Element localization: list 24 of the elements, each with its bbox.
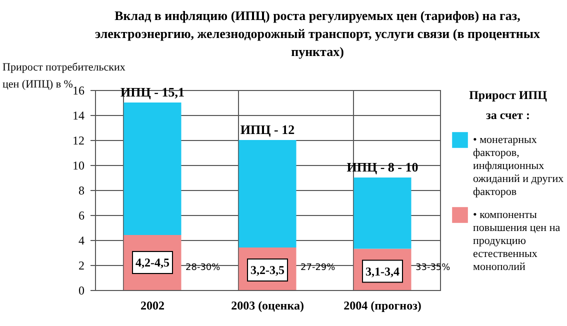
annotation: 3,1-3,4 [366, 264, 400, 278]
y-tick-label: 12 [72, 134, 84, 148]
chart-title: Вклад в инфляцию (ИПЦ) роста регулируемых цен (тарифов) на газ, электроэнергию, железнодорожный транспорт, услуги связи (в процентных пунктах) [94, 8, 541, 59]
legend-label: • монетарных факторов, инфляционных ожиданий и других факторов [473, 134, 564, 198]
legend-title: Прирост ИПЦ за счет : [469, 88, 548, 122]
y-tick-label: 14 [72, 108, 84, 122]
y-tick-label: 0 [78, 284, 84, 298]
x-tick-label: 2004 (прогноз) [344, 298, 422, 312]
legend-label: • компоненты повышения цен на продукцию естественных монополий [473, 209, 560, 273]
annotation: 4,2-4,5 [136, 256, 170, 270]
bar [124, 102, 182, 235]
y-tick-label: 6 [78, 208, 84, 222]
annotation: 3,2-3,5 [250, 263, 284, 277]
y-tick-label: 4 [78, 234, 84, 248]
y-tick-label: 10 [72, 158, 84, 172]
annotation: 27-29% [300, 263, 336, 273]
x-tick-label: 2003 (оценка) [231, 298, 304, 312]
bar [238, 140, 296, 248]
annotation: ИПЦ - 12 [240, 122, 295, 137]
bar [354, 178, 412, 249]
x-tick-label: 2002 [140, 298, 164, 312]
annotation: 28-30% [186, 263, 221, 273]
y-tick-label: 8 [78, 184, 84, 198]
y-tick-label: 2 [78, 258, 84, 272]
